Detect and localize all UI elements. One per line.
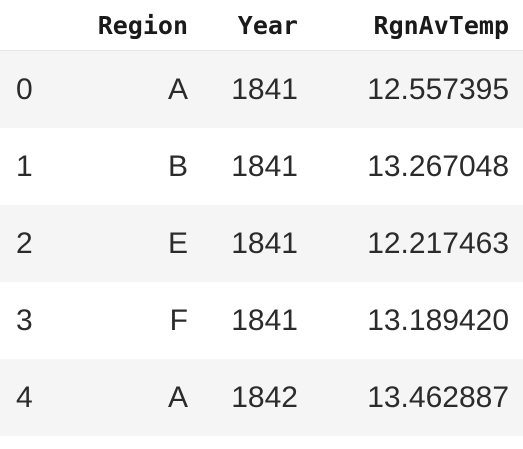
cell-region: F [80, 282, 188, 359]
header-index [0, 0, 80, 51]
header-rgnavtemp: RgnAvTemp [298, 0, 523, 51]
cell-rgnavtemp: 13.189420 [298, 282, 523, 359]
cell-year: 1841 [188, 205, 298, 282]
row-index: 4 [0, 359, 80, 436]
cell-year: 1841 [188, 282, 298, 359]
header-row: Region Year RgnAvTemp [0, 0, 523, 51]
cell-rgnavtemp: 12.217463 [298, 205, 523, 282]
table-row: 2 E 1841 12.217463 [0, 205, 523, 282]
cell-rgnavtemp: 13.267048 [298, 128, 523, 205]
table-row: 3 F 1841 13.189420 [0, 282, 523, 359]
dataframe-table: Region Year RgnAvTemp 0 A 1841 12.557395… [0, 0, 523, 436]
cell-region: E [80, 205, 188, 282]
table-header: Region Year RgnAvTemp [0, 0, 523, 51]
cell-region: B [80, 128, 188, 205]
header-year: Year [188, 0, 298, 51]
row-index: 0 [0, 50, 80, 128]
cell-region: A [80, 50, 188, 128]
header-region: Region [80, 0, 188, 51]
cell-year: 1841 [188, 50, 298, 128]
table-row: 4 A 1842 13.462887 [0, 359, 523, 436]
table-body: 0 A 1841 12.557395 1 B 1841 13.267048 2 … [0, 50, 523, 436]
row-index: 1 [0, 128, 80, 205]
table-row: 1 B 1841 13.267048 [0, 128, 523, 205]
cell-year: 1842 [188, 359, 298, 436]
table-row: 0 A 1841 12.557395 [0, 50, 523, 128]
cell-rgnavtemp: 13.462887 [298, 359, 523, 436]
cell-region: A [80, 359, 188, 436]
row-index: 2 [0, 205, 80, 282]
cell-year: 1841 [188, 128, 298, 205]
cell-rgnavtemp: 12.557395 [298, 50, 523, 128]
row-index: 3 [0, 282, 80, 359]
